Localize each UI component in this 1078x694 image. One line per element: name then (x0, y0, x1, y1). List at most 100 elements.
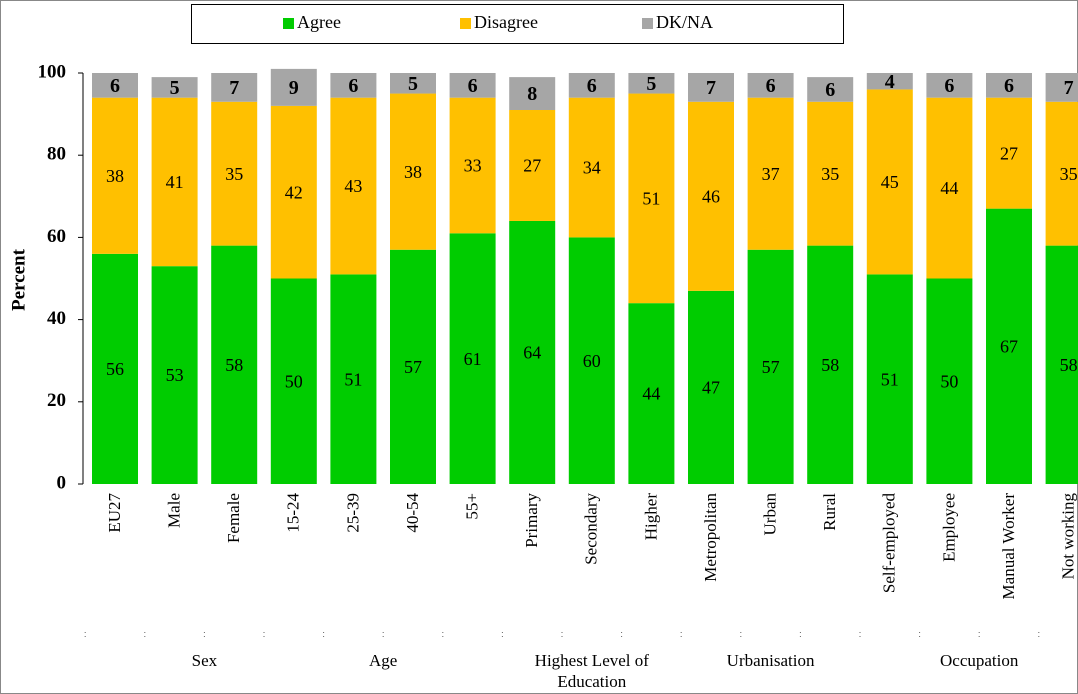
group-label: Occupation (940, 651, 1019, 670)
data-label: 5 (646, 73, 656, 95)
x-tick-label: 40-54 (403, 493, 422, 533)
data-label: 7 (1064, 77, 1074, 99)
bar-segment (270, 68, 317, 106)
legend-swatch (642, 18, 653, 29)
data-label: 41 (166, 172, 184, 192)
bar-segment (688, 290, 734, 484)
bar-segment (92, 73, 138, 98)
bar-segment (568, 73, 615, 98)
bar-segment (270, 105, 317, 279)
bar-segment (330, 274, 377, 484)
bar-segment (688, 101, 734, 291)
data-label: 6 (825, 79, 835, 101)
x-tick-label: Manual Worker (999, 493, 1018, 600)
x-tick-label: Female (224, 493, 243, 543)
bar-segment (270, 278, 317, 484)
bar-segment (688, 73, 734, 102)
bar-segment (211, 73, 258, 102)
data-label: 53 (166, 365, 184, 385)
data-label: 35 (225, 164, 243, 184)
data-label: 44 (940, 178, 958, 198)
data-label: 6 (766, 75, 776, 97)
data-label: 46 (702, 186, 720, 206)
data-label: 27 (1000, 143, 1018, 163)
data-label: 64 (523, 343, 541, 363)
y-tick-label: 40 (47, 308, 66, 329)
bar-segment (986, 97, 1032, 209)
x-tick-label: 15-24 (284, 493, 303, 533)
group-label: Urbanisation (726, 651, 815, 670)
bar-segment (568, 97, 615, 238)
x-tick-label: Urban (761, 493, 780, 536)
legend-label: Disagree (474, 12, 538, 32)
data-label: 35 (821, 164, 839, 184)
data-label: 42 (285, 182, 303, 202)
legend-label: Agree (297, 12, 341, 32)
data-label: 9 (289, 77, 299, 99)
bar-segment (211, 101, 258, 246)
bar-segment (866, 89, 913, 275)
bar-segment (151, 97, 198, 267)
bar-segment (926, 73, 973, 98)
data-label: 67 (1000, 336, 1018, 356)
data-label: 60 (583, 351, 601, 371)
x-tick-label: Metropolitan (701, 493, 720, 582)
data-label: 34 (583, 158, 601, 178)
x-tick-label: 55+ (463, 493, 482, 520)
data-label: 6 (1004, 75, 1014, 97)
bar-segment (1045, 245, 1078, 484)
bar-segment (986, 73, 1032, 98)
group-label: Highest Level of Education (534, 651, 649, 691)
legend-swatch (460, 18, 471, 29)
data-label: 61 (464, 349, 482, 369)
data-label: 27 (523, 156, 541, 176)
y-tick-label: 0 (57, 472, 67, 493)
bar-segment (628, 303, 675, 484)
bar-segment (92, 97, 138, 254)
bar-segment (390, 93, 436, 250)
data-label: 6 (110, 75, 120, 97)
bar-segment (1045, 73, 1078, 102)
x-tick-label: Secondary (582, 493, 601, 565)
data-label: 44 (642, 384, 660, 404)
bar-segment (926, 278, 973, 484)
x-tick-label: EU27 (105, 493, 124, 533)
bar-segment (807, 77, 854, 102)
bar-segment (628, 93, 675, 304)
data-label: 38 (106, 166, 124, 186)
data-label: 57 (762, 357, 780, 377)
data-label: 47 (702, 378, 720, 398)
legend-swatch (283, 18, 294, 29)
bar-segment (449, 233, 496, 484)
data-label: 7 (229, 77, 239, 99)
bar-segment (509, 220, 556, 484)
bar-segment (926, 97, 973, 279)
data-label: 45 (881, 172, 899, 192)
x-tick-label: Employee (939, 493, 958, 562)
bar-segment (449, 73, 496, 98)
y-tick-label: 60 (47, 226, 66, 247)
data-label: 5 (408, 73, 418, 95)
y-axis-title: Percent (8, 248, 29, 311)
y-tick-label: 80 (47, 144, 66, 165)
bar-segment (866, 73, 913, 90)
data-label: 6 (944, 75, 954, 97)
data-label: 50 (285, 371, 303, 391)
data-label: 56 (106, 359, 124, 379)
bar-segment (151, 266, 198, 484)
data-label: 58 (821, 355, 839, 375)
data-label: 7 (706, 77, 716, 99)
y-tick-label: 100 (38, 61, 67, 82)
data-label: 4 (885, 71, 895, 93)
x-tick-label: Not working (1059, 493, 1078, 580)
data-label: 43 (344, 176, 362, 196)
bar-segment (509, 109, 556, 221)
data-label: 37 (762, 164, 780, 184)
bar-segment (330, 73, 377, 98)
legend-box (191, 4, 844, 44)
y-tick-label: 20 (47, 390, 66, 411)
x-tick-label: Primary (522, 493, 541, 548)
bar-segment (986, 208, 1032, 484)
bar-segment (509, 77, 556, 110)
